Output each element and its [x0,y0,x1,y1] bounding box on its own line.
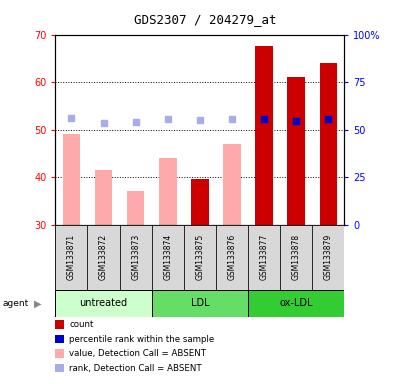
Bar [159,158,176,225]
Bar [279,225,312,290]
Text: LDL: LDL [190,298,209,308]
Bar [287,77,304,225]
Text: ox-LDL: ox-LDL [279,298,312,308]
Text: GSM133877: GSM133877 [259,234,268,280]
Bar [255,46,272,225]
Text: GSM133873: GSM133873 [131,234,140,280]
Bar [55,225,87,290]
Bar [216,225,247,290]
Text: GSM133878: GSM133878 [291,234,300,280]
Bar [191,179,208,225]
Bar [247,225,279,290]
Text: GSM133874: GSM133874 [163,234,172,280]
Text: GDS2307 / 204279_at: GDS2307 / 204279_at [133,13,276,26]
Bar [87,225,119,290]
Bar [183,225,216,290]
Text: GSM133872: GSM133872 [99,234,108,280]
Text: value, Detection Call = ABSENT: value, Detection Call = ABSENT [69,349,206,358]
Bar [247,290,344,317]
Bar [151,290,247,317]
Text: GSM133876: GSM133876 [227,234,236,280]
Text: ▶: ▶ [34,298,42,308]
Text: untreated: untreated [79,298,127,308]
Text: rank, Detection Call = ABSENT: rank, Detection Call = ABSENT [69,364,201,373]
Text: percentile rank within the sample: percentile rank within the sample [69,334,214,344]
Bar [151,225,183,290]
Bar [312,225,344,290]
Bar [119,225,151,290]
Text: GSM133871: GSM133871 [67,234,76,280]
Bar [126,191,144,225]
Bar [319,63,336,225]
Bar [94,170,112,225]
Bar [222,144,240,225]
Text: GSM133879: GSM133879 [323,234,332,280]
Text: GSM133875: GSM133875 [195,234,204,280]
Text: count: count [69,320,93,329]
Text: agent: agent [2,299,28,308]
Bar [55,290,151,317]
Bar [63,134,80,225]
